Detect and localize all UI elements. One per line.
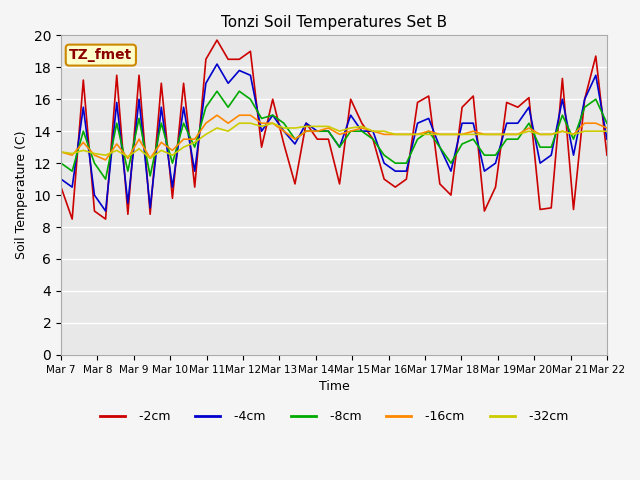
Y-axis label: Soil Temperature (C): Soil Temperature (C) [15, 131, 28, 259]
Title: Tonzi Soil Temperatures Set B: Tonzi Soil Temperatures Set B [221, 15, 447, 30]
Legend:  -2cm,  -4cm,  -8cm,  -16cm,  -32cm: -2cm, -4cm, -8cm, -16cm, -32cm [95, 406, 573, 429]
Text: TZ_fmet: TZ_fmet [69, 48, 132, 62]
X-axis label: Time: Time [319, 380, 349, 393]
